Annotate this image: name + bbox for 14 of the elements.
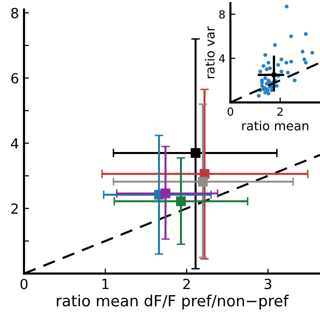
x-tick-label: 3 (264, 278, 272, 290)
y-tick-label: 2 (11, 203, 18, 214)
y-tick-label: 6 (11, 73, 18, 84)
x-tick-label: 2 (183, 278, 190, 290)
y-axis-title: ratio var (204, 26, 215, 78)
y-tick-label: 4 (10, 138, 18, 149)
x-tick-label: 1 (102, 278, 108, 290)
y-tick-label: 8 (219, 10, 225, 19)
x-axis-title: ratio mean dF/F pref/non−pref (56, 294, 289, 310)
y-tick-label: 4 (219, 54, 225, 63)
x-tick-label: 0 (228, 107, 234, 116)
x-tick-label: 0 (20, 278, 28, 290)
y-tick-label: 8 (11, 8, 18, 18)
x-axis-title: ratio mean (242, 120, 308, 130)
